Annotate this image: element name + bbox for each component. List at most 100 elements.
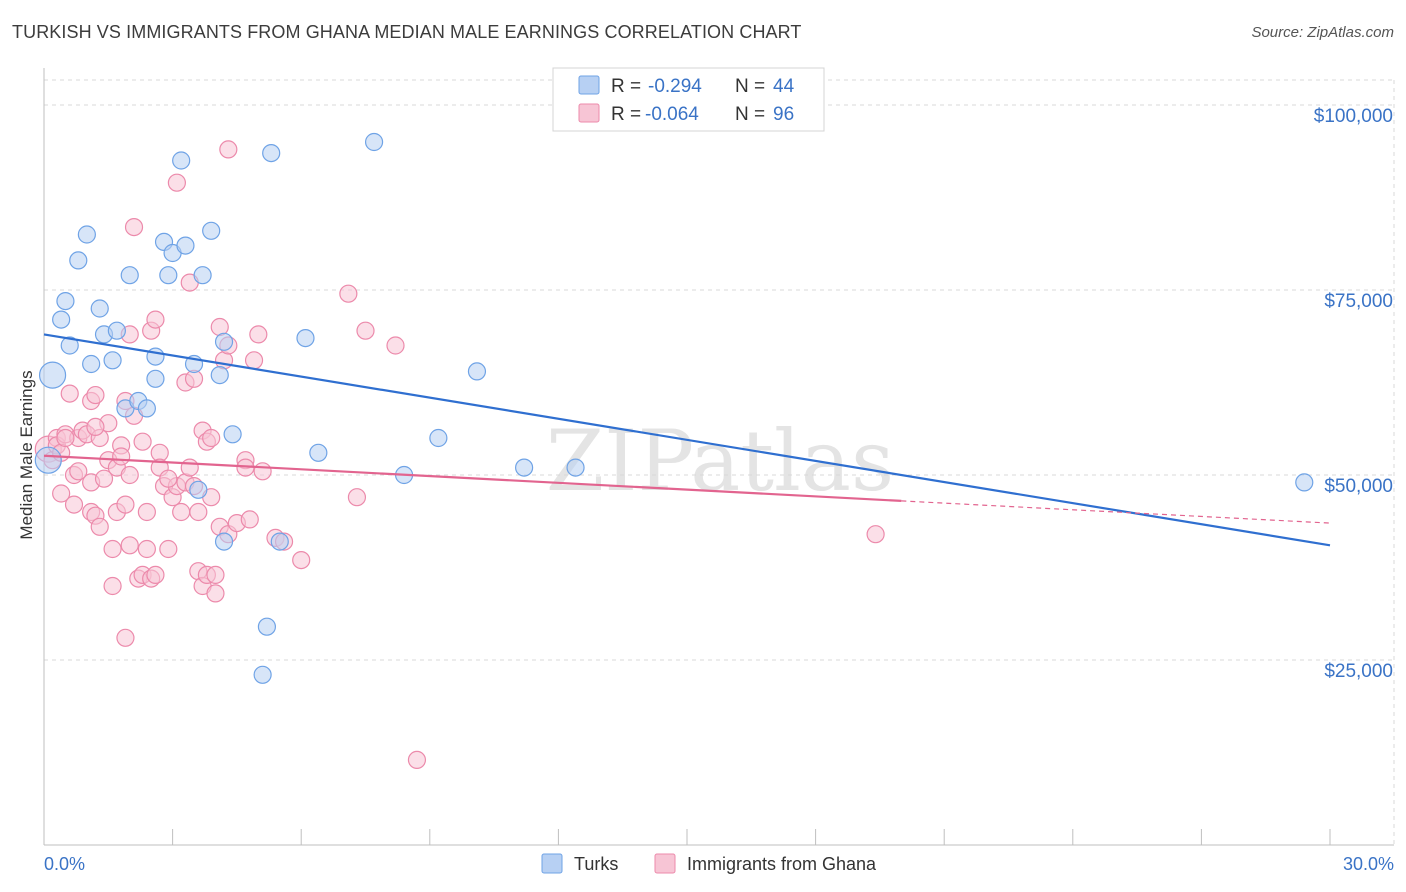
y-tick-label: $100,000 [1314, 106, 1393, 127]
turks-point [364, 132, 384, 152]
chart-title: TURKISH VS IMMIGRANTS FROM GHANA MEDIAN … [12, 22, 802, 42]
turks-points [34, 132, 1314, 684]
turks-point [172, 151, 191, 170]
turks-point [159, 266, 178, 285]
ghana-point [64, 495, 84, 514]
ghana-point [180, 458, 199, 477]
ghana-point [386, 336, 405, 355]
legend-swatch-ghana [578, 103, 600, 123]
ghana-point [52, 484, 71, 503]
legend-n-label: N = [735, 76, 765, 97]
turks-point [257, 617, 277, 636]
ghana-point [219, 140, 238, 159]
ghana-point [292, 550, 311, 570]
ghana-point [86, 417, 105, 436]
ghana-point [159, 539, 178, 559]
ghana-point [137, 539, 156, 559]
turks-point [176, 236, 195, 255]
y-axis-label: Median Male Earnings [17, 370, 36, 539]
ghana-point [120, 536, 139, 555]
ghana-point [244, 351, 264, 370]
ghana-point [339, 284, 358, 303]
turks-point [429, 428, 448, 448]
ghana-point [116, 628, 135, 647]
legend-r-value-turks: -0.294 [648, 76, 702, 97]
turks-point [270, 532, 289, 551]
ghana-point [167, 173, 186, 192]
ghana-point [206, 584, 225, 603]
turks-point [120, 266, 139, 285]
ghana-point [202, 428, 221, 448]
legend-n-value-turks: 44 [773, 76, 795, 97]
turks-point [56, 292, 75, 311]
ghana-point [240, 510, 259, 529]
turks-point [52, 310, 71, 329]
stats-legend: R = -0.294 N = 44 R = -0.064 N = 96 [552, 67, 825, 132]
turks-point [189, 480, 208, 499]
turks-point [107, 321, 126, 340]
turks-point [296, 329, 315, 348]
ghana-point [253, 462, 272, 481]
turks-point [1295, 473, 1314, 492]
ghana-trend-line [43, 454, 902, 502]
turks-point [253, 665, 272, 684]
ghana-point [120, 465, 139, 485]
legend-r-label: R = [611, 76, 641, 97]
ghana-point [103, 576, 122, 596]
ghana-point [206, 565, 225, 585]
ghana-point [146, 565, 165, 585]
ghana-point [94, 469, 114, 488]
bottom-legend-swatch-turks [541, 853, 563, 874]
x-tick-label-min: 0.0% [44, 854, 85, 874]
turks-point [77, 225, 96, 244]
turks-point [146, 369, 165, 388]
turks-point [103, 351, 122, 370]
turks-trend-line [43, 333, 1331, 547]
turks-point [566, 458, 585, 477]
turks-point [137, 399, 156, 418]
ghana-point [56, 428, 75, 448]
ghana-point [112, 447, 131, 466]
turks-point [467, 362, 487, 381]
turks-point [90, 299, 109, 318]
ghana-point [69, 462, 88, 481]
ghana-point [146, 310, 165, 329]
turks-point [82, 354, 101, 374]
ghana-point [866, 525, 885, 544]
turks-point [309, 443, 328, 462]
trend-lines [43, 333, 1331, 547]
turks-point [69, 251, 88, 270]
bottom-legend-swatch-ghana [654, 853, 676, 874]
turks-point [38, 361, 67, 389]
series-legend: Turks Immigrants from Ghana [541, 853, 877, 874]
turks-point [210, 366, 229, 385]
ghana-point [133, 432, 152, 451]
turks-point [214, 332, 234, 351]
x-tick-label-max: 30.0% [1343, 854, 1394, 874]
ghana-point [356, 321, 375, 340]
ghana-point [172, 502, 191, 522]
y-tick-label: $50,000 [1324, 476, 1393, 497]
bottom-legend-label-ghana: Immigrants from Ghana [687, 854, 877, 874]
turks-point [262, 144, 281, 163]
ghana-point [86, 385, 105, 405]
turks-point [34, 446, 62, 474]
chart-source: Source: ZipAtlas.com [1251, 24, 1394, 41]
ghana-point [103, 539, 122, 559]
ghana-point [124, 218, 144, 237]
turks-point [60, 336, 79, 355]
legend-r-label: R = [611, 104, 641, 125]
legend-swatch-turks [578, 75, 600, 95]
turks-point [202, 221, 221, 240]
ghana-point [116, 495, 135, 514]
turks-point [515, 458, 534, 477]
ghana-point [60, 384, 79, 403]
y-tick-label: $25,000 [1324, 661, 1393, 682]
legend-n-label: N = [735, 104, 765, 125]
legend-r-value-ghana: -0.064 [645, 104, 699, 125]
bottom-legend-label-turks: Turks [574, 854, 618, 874]
legend-n-value-ghana: 96 [773, 104, 794, 125]
ghana-trend-line-extension [901, 500, 1331, 524]
ghana-points [34, 140, 885, 770]
